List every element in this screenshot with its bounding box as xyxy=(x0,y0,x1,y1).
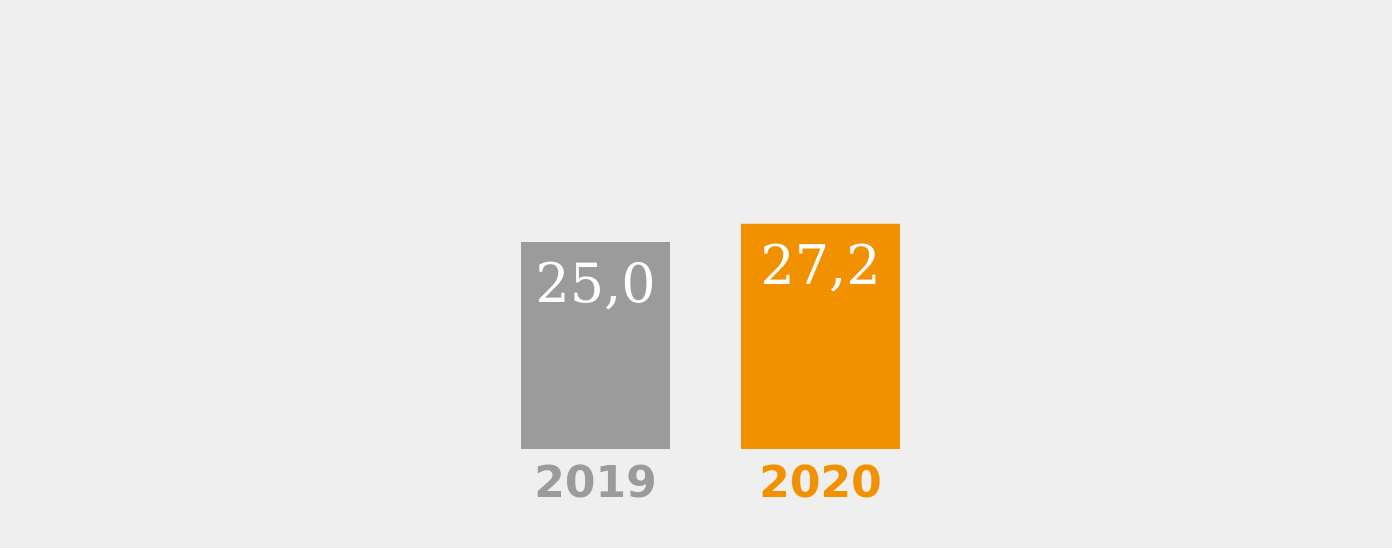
category-label-2019: 2019 xyxy=(534,457,656,508)
bar-2020 xyxy=(741,223,900,449)
bar-2019 xyxy=(521,242,670,449)
value-label-2019: 25,0 xyxy=(535,252,655,315)
category-label-2020: 2020 xyxy=(759,457,881,508)
value-label-2020: 27,2 xyxy=(760,234,880,297)
